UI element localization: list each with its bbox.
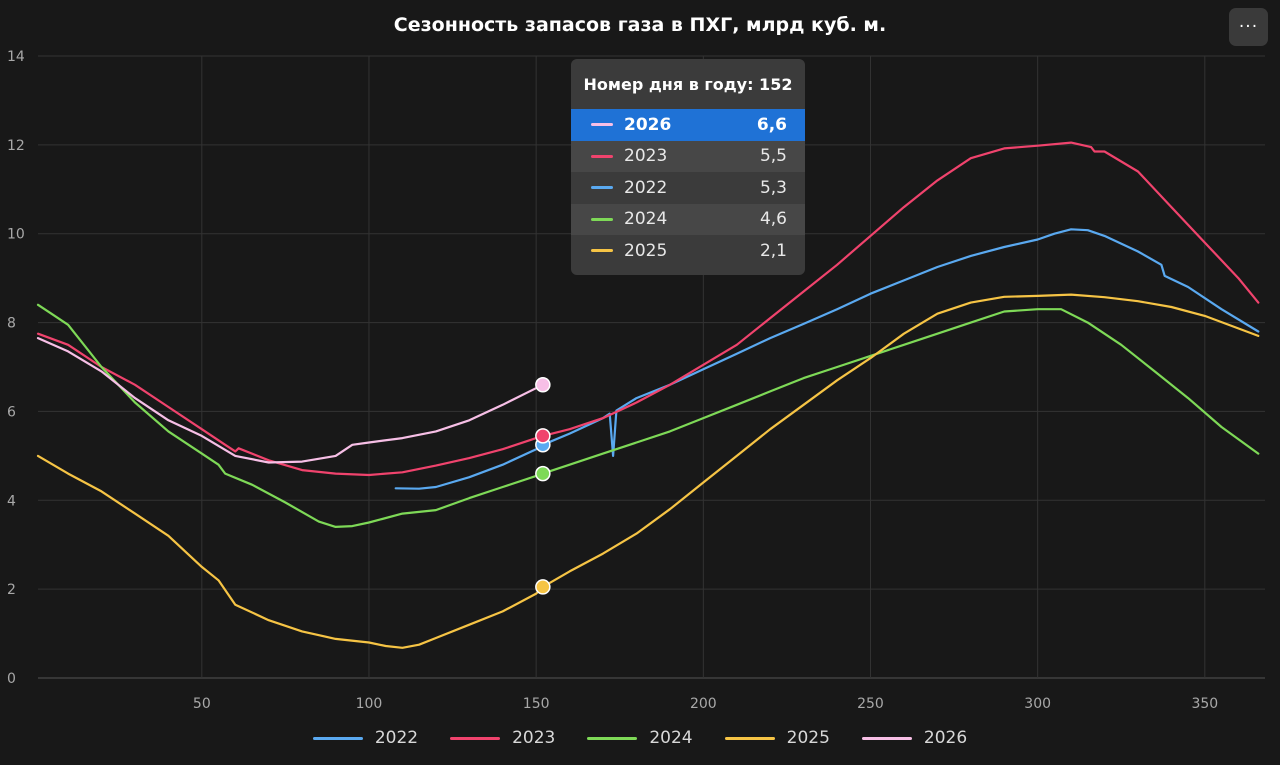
tooltip-title: Номер дня в году: 152 — [583, 75, 793, 94]
legend-swatch — [724, 736, 775, 740]
y-tick-label: 8 — [7, 316, 16, 332]
tooltip-swatch — [591, 217, 613, 221]
series-line-2022 — [394, 228, 1260, 490]
legend-item-2022[interactable]: 2022 — [312, 728, 419, 748]
legend-label: 2022 — [374, 728, 419, 748]
tooltip-year: 2025 — [624, 240, 668, 261]
hover-point-2024 — [535, 465, 551, 482]
tooltip-value: 5,3 — [759, 177, 787, 198]
tooltip-year: 2026 — [624, 114, 672, 135]
x-tick-label: 350 — [1191, 696, 1218, 712]
legend: 2022 2023 2024 2025 2026 — [0, 728, 1280, 748]
tooltip-value: 5,5 — [759, 146, 787, 167]
series-line-2024 — [36, 303, 1260, 528]
legend-item-2026[interactable]: 2026 — [861, 728, 968, 748]
y-tick-label: 10 — [7, 227, 25, 243]
y-tick-label: 14 — [7, 49, 25, 65]
hover-point-2023 — [535, 428, 551, 444]
hover-tooltip: Номер дня в году: 152 2026 6,6 2023 5,5 2022… — [571, 59, 805, 275]
legend-item-2023[interactable]: 2023 — [450, 728, 555, 748]
y-tick-label: 6 — [7, 404, 16, 420]
x-tick-label: 100 — [356, 696, 383, 712]
tooltip-swatch — [591, 249, 613, 253]
hover-markers — [535, 377, 551, 595]
legend-label: 2026 — [923, 728, 968, 748]
legend-label: 2025 — [786, 728, 830, 748]
legend-label: 2023 — [512, 728, 556, 748]
legend-swatch — [450, 736, 501, 740]
series-line-2025 — [36, 293, 1260, 649]
x-tick-label: 250 — [857, 696, 884, 712]
tooltip-value: 2,1 — [759, 240, 787, 261]
tooltip-row-2026: 2026 6,6 — [571, 109, 805, 141]
series-line-2026 — [36, 337, 544, 464]
tooltip-value: 6,6 — [756, 114, 787, 135]
chart-title: Сезонность запасов газа в ПХГ, млрд куб.… — [393, 14, 887, 36]
legend-swatch — [861, 736, 912, 740]
more-options-button[interactable]: ··· — [1229, 8, 1268, 46]
tooltip-swatch — [591, 186, 613, 190]
y-tick-label: 0 — [7, 671, 16, 687]
tooltip-row-2025: 2025 2,1 — [571, 235, 805, 267]
series-line-2023 — [36, 141, 1260, 477]
y-tick-label: 2 — [7, 582, 16, 598]
legend-swatch — [587, 736, 638, 740]
legend-swatch — [312, 736, 363, 740]
tooltip-value: 4,6 — [759, 209, 787, 230]
y-tick-label: 4 — [7, 493, 16, 509]
x-tick-label: 150 — [523, 696, 550, 712]
tooltip-row-2023: 2023 5,5 — [571, 140, 805, 172]
more-dots-icon: ··· — [1238, 17, 1259, 37]
tooltip-year: 2024 — [624, 209, 668, 230]
hover-point-2025 — [535, 579, 551, 595]
tooltip-swatch — [591, 154, 613, 158]
legend-item-2025[interactable]: 2025 — [724, 728, 830, 748]
x-tick-label: 50 — [193, 696, 211, 712]
tooltip-year: 2022 — [624, 177, 668, 198]
x-tick-label: 300 — [1024, 696, 1051, 712]
tooltip-year: 2023 — [624, 146, 668, 167]
tooltip-swatch — [591, 123, 613, 127]
x-tick-label: 200 — [690, 696, 717, 712]
legend-label: 2024 — [649, 728, 693, 748]
legend-item-2024[interactable]: 2024 — [587, 728, 693, 748]
tooltip-row-2022: 2022 5,3 — [571, 172, 805, 204]
y-tick-label: 12 — [7, 138, 25, 154]
tooltip-row-2024: 2024 4,6 — [571, 203, 805, 235]
hover-point-2026 — [535, 377, 551, 393]
tick-labels: 0 2 4 6 8 10 12 14 50 100 150 200 250 300 350 — [7, 49, 1218, 712]
